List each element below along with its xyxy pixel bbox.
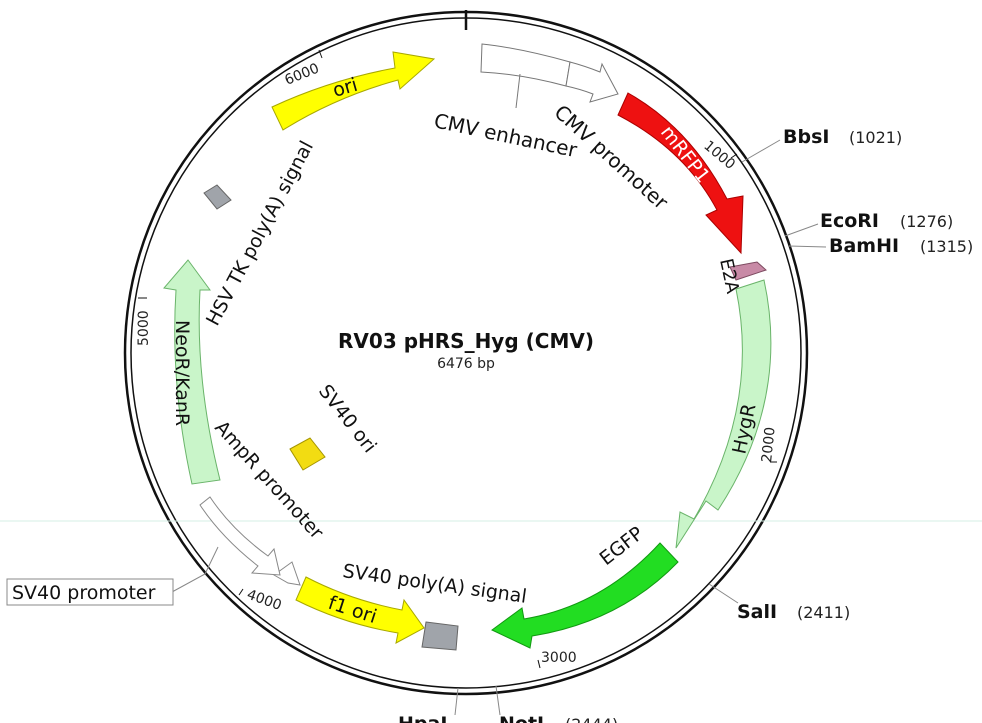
mrfp1-label: mRFP1 (656, 122, 714, 188)
ampr-promoter-feature[interactable] (199, 496, 281, 576)
svg-text:SalI: SalI (737, 601, 777, 623)
svg-text:NotI: NotI (499, 713, 544, 723)
hygr-label: HygR (728, 402, 760, 456)
tick-3000: 3000 (537, 650, 577, 669)
cmv-enhancer-leader (515, 73, 521, 109)
svg-text:(2444): (2444) (565, 715, 618, 723)
svg-text:(2411): (2411) (797, 603, 850, 622)
site-bbsi[interactable]: BbsI (1021) (741, 126, 902, 163)
tick-4000: 4000 (238, 587, 284, 614)
hsv-tk-feature[interactable] (203, 184, 232, 210)
site-bamhi[interactable]: BamHI (1315) (788, 235, 973, 257)
site-ecori[interactable]: EcoRI (1276) (784, 210, 953, 237)
sv40-ori-label: SV40 ori (314, 381, 381, 458)
site-hpai[interactable]: HpaI (398, 687, 459, 723)
site-sali[interactable]: SalI (2411) (708, 583, 850, 623)
sv40-promoter-label: SV40 promoter (12, 582, 156, 604)
svg-text:5000: 5000 (136, 310, 152, 346)
hygr-feature[interactable] (675, 279, 772, 549)
sv40-polya-feature[interactable] (421, 621, 459, 651)
f1-ori-feature[interactable] (295, 576, 425, 644)
svg-text:(1315): (1315) (920, 237, 973, 256)
tick-2000: 2000 (759, 426, 779, 463)
svg-text:2000: 2000 (759, 426, 779, 463)
egfp-feature[interactable] (491, 542, 679, 649)
site-noti[interactable]: NotI (2444) (495, 685, 618, 723)
e2a-feature[interactable] (729, 261, 767, 281)
svg-text:EcoRI: EcoRI (820, 210, 879, 232)
sv40-promoter-box (6, 578, 174, 606)
svg-text:(1021): (1021) (849, 128, 902, 147)
map-title: RV03 pHRS_Hyg (CMV) (338, 329, 594, 353)
svg-text:(1276): (1276) (900, 212, 953, 231)
svg-text:BamHI: BamHI (829, 235, 899, 257)
mrfp1-feature[interactable] (617, 92, 744, 255)
map-length: 6476 bp (437, 356, 495, 372)
neor-label: NeoR/KanR (171, 320, 193, 426)
sv40-promoter-leader (171, 546, 219, 593)
tick-5000: 5000 (136, 297, 152, 346)
sv40-promoter-feature[interactable] (273, 561, 301, 586)
svg-text:6000: 6000 (283, 61, 322, 89)
cmv-promoter-feature[interactable] (565, 61, 619, 103)
svg-text:3000: 3000 (541, 650, 577, 666)
svg-text:BbsI: BbsI (783, 126, 829, 148)
sv40-polya-label: SV40 poly(A) signal (341, 560, 528, 608)
sv40-ori-feature[interactable] (289, 437, 326, 471)
cmv-enhancer-feature[interactable] (480, 43, 571, 87)
svg-text:HpaI: HpaI (398, 713, 447, 723)
ori-feature[interactable] (271, 51, 436, 131)
hsv-tk-label: HSV TK poly(A) signal (202, 137, 318, 329)
neor-feature[interactable] (163, 259, 221, 485)
